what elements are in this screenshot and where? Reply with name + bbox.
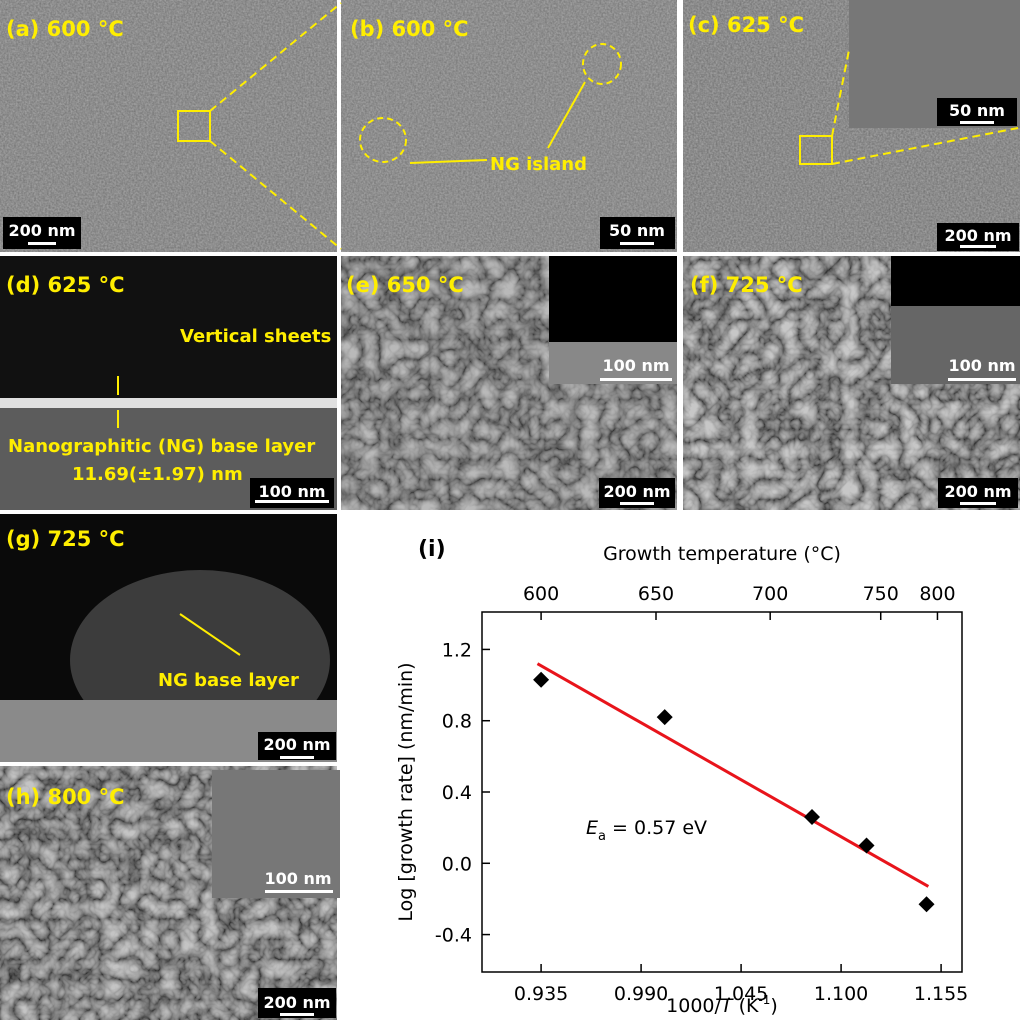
chart: (i) Growth temperature (°C) 1000/T (K-1)… xyxy=(395,537,968,1017)
data-point xyxy=(918,896,935,913)
data-point xyxy=(656,709,673,726)
panel-label: (e) 650 °C xyxy=(346,273,464,297)
scale-bar-lines xyxy=(28,121,1016,1016)
inset-scale-bar-label: 50 nm xyxy=(949,101,1005,120)
label-part: (K xyxy=(733,995,759,1017)
y-tick-label: 0.0 xyxy=(442,853,472,875)
annotation-shapes xyxy=(117,2,1019,656)
inset-scale-bar-label: 100 nm xyxy=(264,869,331,888)
x-tick-label: 1.100 xyxy=(814,983,868,1005)
annotation: NG base layer xyxy=(158,670,299,691)
y-axis-label: Log [growth rate] (nm/min) xyxy=(395,662,417,921)
data-point xyxy=(858,837,875,854)
scale-bar-label: 200 nm xyxy=(603,482,670,501)
plot-frame xyxy=(481,611,963,973)
x2-tick-label: 750 xyxy=(863,583,899,605)
scale-bar-label: 200 nm xyxy=(8,221,75,240)
inset-scale-bar-label: 100 nm xyxy=(602,356,669,375)
x-tick-label: 1.045 xyxy=(714,983,768,1005)
panel-label: (b) 600 °C xyxy=(350,17,469,41)
x2-tick-label: 650 xyxy=(638,583,674,605)
x2-tick-label: 800 xyxy=(919,583,955,605)
inset-scale-bar-label: 100 nm xyxy=(948,356,1015,375)
y-tick-label: 0.8 xyxy=(442,711,472,733)
panel-label: (i) xyxy=(418,537,446,562)
x-axis-label: 1000/T (K-1) xyxy=(666,993,778,1017)
x-tick-label: 0.990 xyxy=(614,983,668,1005)
panel-label: (g) 725 °C xyxy=(6,527,125,551)
label-part: -1 xyxy=(758,993,770,1007)
x2-tick-label: 600 xyxy=(523,583,559,605)
scale-bar-label: 50 nm xyxy=(609,221,665,240)
scale-bar-label: 100 nm xyxy=(258,482,325,501)
annotation-part: E xyxy=(586,817,598,839)
annotation: Ea = 0.57 eV xyxy=(586,817,707,844)
scale-bar-label: 200 nm xyxy=(263,735,330,754)
annotation-part: a xyxy=(598,829,606,844)
y-tick-label: 0.4 xyxy=(442,782,472,804)
annotation: Vertical sheets xyxy=(180,326,331,347)
data-point xyxy=(804,808,820,825)
fit-line xyxy=(536,662,930,888)
x2-axis-label: Growth temperature (°C) xyxy=(603,543,841,565)
y-tick-label: 1.2 xyxy=(442,639,472,661)
label-part: 1000/ xyxy=(666,995,721,1017)
panel-label: (c) 625 °C xyxy=(688,13,804,37)
annotation: NG island xyxy=(490,154,587,175)
scale-bar-label: 200 nm xyxy=(944,226,1011,245)
label-part: ) xyxy=(770,995,777,1017)
data-point xyxy=(533,671,550,688)
x-tick-label: 1.155 xyxy=(914,983,968,1005)
panel-label: (h) 800 °C xyxy=(6,785,125,809)
x2-tick-label: 700 xyxy=(752,583,788,605)
annotation-part: = 0.57 eV xyxy=(606,817,707,839)
annotation: 11.69(±1.97) nm xyxy=(72,464,243,485)
panel-label: (f) 725 °C xyxy=(690,273,803,297)
panel-texts: (a) 600 °C 200 nm (b) 600 °C 50 nm NG is… xyxy=(6,13,1016,1012)
y-tick-label: -0.4 xyxy=(435,925,472,947)
x-tick-label: 0.935 xyxy=(514,983,568,1005)
scale-bar-label: 200 nm xyxy=(944,482,1011,501)
panel-label: (d) 625 °C xyxy=(6,273,125,297)
scale-bar-label: 200 nm xyxy=(263,993,330,1012)
label-part: T xyxy=(721,995,734,1017)
annotation: Nanographitic (NG) base layer xyxy=(8,436,315,457)
panel-label: (a) 600 °C xyxy=(6,17,124,41)
